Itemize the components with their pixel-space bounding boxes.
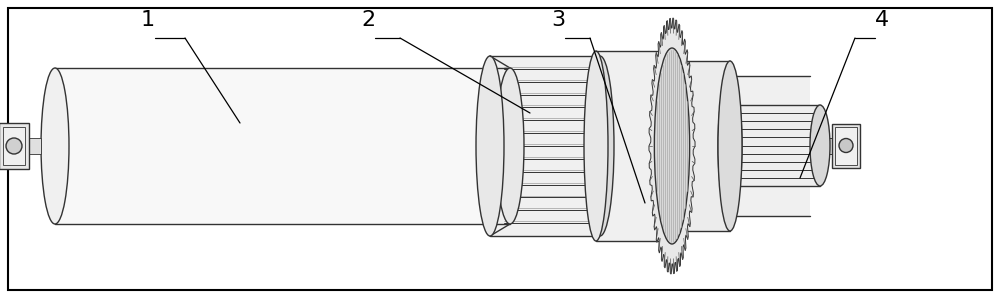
- Ellipse shape: [718, 61, 742, 231]
- Bar: [835, 126, 857, 164]
- Ellipse shape: [496, 68, 524, 224]
- Bar: [672, 61, 730, 231]
- Bar: [0, 123, 29, 169]
- Text: 2: 2: [361, 10, 375, 30]
- Ellipse shape: [584, 51, 608, 241]
- Bar: [822, 137, 834, 153]
- Text: 1: 1: [141, 10, 155, 30]
- Text: 3: 3: [551, 10, 565, 30]
- Bar: [490, 56, 600, 236]
- Bar: [730, 76, 810, 216]
- Ellipse shape: [810, 105, 830, 186]
- Ellipse shape: [586, 56, 614, 236]
- Polygon shape: [649, 18, 695, 274]
- Bar: [832, 123, 860, 167]
- Bar: [55, 68, 510, 224]
- Bar: [3, 127, 25, 165]
- Bar: [27, 138, 41, 154]
- Ellipse shape: [41, 68, 69, 224]
- Ellipse shape: [654, 48, 690, 244]
- Text: 4: 4: [875, 10, 889, 30]
- Bar: [740, 105, 820, 186]
- Bar: [596, 51, 672, 241]
- Ellipse shape: [476, 56, 504, 236]
- Ellipse shape: [839, 139, 853, 153]
- Ellipse shape: [6, 138, 22, 154]
- Ellipse shape: [718, 76, 742, 216]
